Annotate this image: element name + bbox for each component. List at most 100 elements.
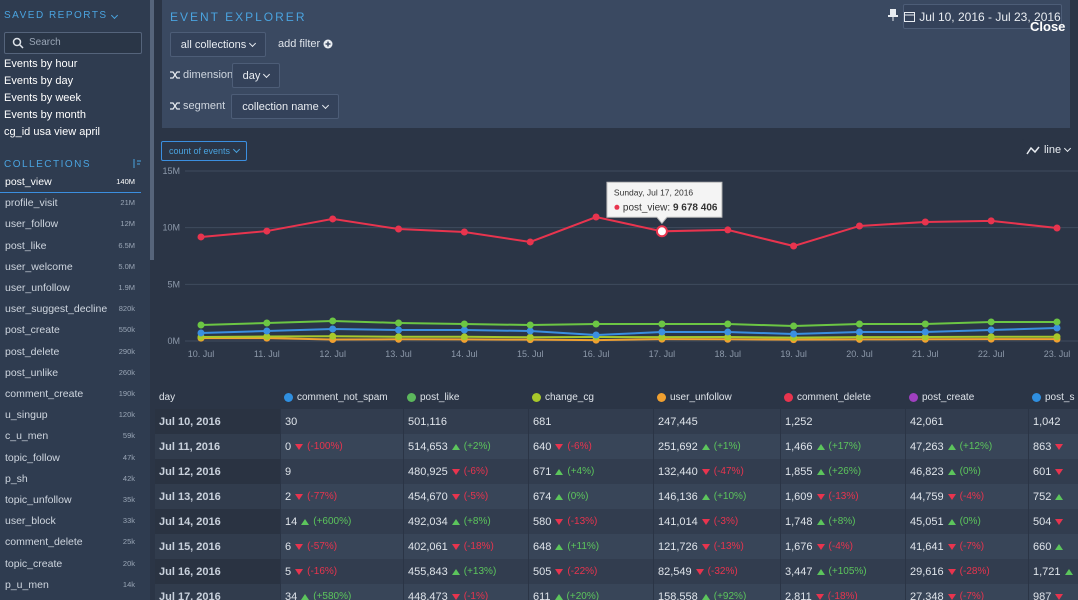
cell-change: (+26%) xyxy=(828,466,862,477)
column-header[interactable]: comment_delete xyxy=(780,386,905,409)
close-button[interactable]: Close xyxy=(1030,19,1066,34)
collection-item[interactable]: topic_follow 47k xyxy=(0,451,141,468)
date-range-button[interactable]: Jul 10, 2016 - Jul 23, 2016 xyxy=(903,4,1062,29)
column-header[interactable]: post_s xyxy=(1028,386,1078,409)
change-arrow xyxy=(815,593,824,600)
metric-select[interactable]: count of events xyxy=(161,141,247,161)
data-cell: 44,759 (-4%) xyxy=(905,484,1028,509)
day-label: Jul 16, 2016 xyxy=(159,565,221,578)
saved-report-item[interactable]: Events by month xyxy=(4,109,86,121)
collection-item[interactable]: profile_visit 21M xyxy=(0,196,141,213)
sort-icon[interactable] xyxy=(132,158,142,169)
collection-name: user_block xyxy=(5,515,56,528)
saved-report-item[interactable]: Events by day xyxy=(4,75,74,87)
change-arrow xyxy=(555,543,564,550)
change-arrow xyxy=(816,518,825,525)
collection-item[interactable]: p_u_men 14k xyxy=(0,578,141,595)
collection-item[interactable]: post_view 140M xyxy=(0,175,141,193)
column-name: comment_delete xyxy=(797,392,871,403)
cell-value: 752 xyxy=(1033,490,1052,503)
day-label: Jul 11, 2016 xyxy=(159,440,221,453)
collection-item[interactable]: topic_unfollow 35k xyxy=(0,493,141,510)
data-point xyxy=(263,319,271,327)
day-cell: Jul 16, 2016 xyxy=(155,559,280,584)
change-arrow xyxy=(554,593,563,600)
panel-title: EVENT EXPLORER xyxy=(170,10,307,24)
cell-change: (-6%) xyxy=(463,466,489,477)
change-arrow xyxy=(816,543,825,550)
collection-item[interactable]: u_singup 120k xyxy=(0,408,141,425)
change-arrow xyxy=(555,568,564,575)
cell-value: 121,726 xyxy=(658,540,698,553)
change-arrow xyxy=(701,543,710,550)
column-header[interactable]: post_create xyxy=(905,386,1028,409)
collection-item[interactable]: c_u_men 59k xyxy=(0,429,141,446)
cell-change: (+11%) xyxy=(567,541,600,552)
data-point xyxy=(855,320,863,328)
data-point xyxy=(263,327,271,335)
change-arrow xyxy=(451,593,460,600)
chevron xyxy=(110,11,118,20)
dimension-select[interactable]: day xyxy=(232,63,280,88)
change-arrow xyxy=(1064,568,1073,575)
collection-item[interactable]: post_unlike 260k xyxy=(0,366,141,383)
collection-item[interactable]: comment_create 190k xyxy=(0,387,141,404)
saved-report-item[interactable]: Events by week xyxy=(4,92,82,104)
collection-item[interactable]: post_create 550k xyxy=(0,323,141,340)
pin-icon[interactable] xyxy=(888,9,898,21)
collection-count: 190k xyxy=(118,389,135,398)
data-cell: 45,051 (0%) xyxy=(905,509,1028,534)
data-point xyxy=(987,326,995,334)
collection-item[interactable]: topic_create 20k xyxy=(0,557,141,574)
data-point xyxy=(395,333,403,341)
cell-change: (0%) xyxy=(959,466,981,477)
collection-item[interactable]: p_sh 42k xyxy=(0,472,141,489)
change-arrow xyxy=(451,568,460,575)
column-header[interactable]: user_unfollow xyxy=(653,386,780,409)
cell-change: (+2%) xyxy=(463,441,491,452)
data-cell: 1,609 (-13%) xyxy=(780,484,905,509)
add-filter[interactable]: add filter xyxy=(278,38,333,50)
collection-name: post_view xyxy=(5,176,52,188)
data-point xyxy=(526,333,534,341)
data-cell: 29,616 (-28%) xyxy=(905,559,1028,584)
collection-item[interactable]: user_welcome 5.0M xyxy=(0,260,141,277)
chart-type-select[interactable]: line xyxy=(1022,139,1074,161)
segment-value: collection name xyxy=(242,100,319,113)
cell-value: 0 xyxy=(285,440,292,453)
column-header[interactable]: post_like xyxy=(403,386,528,409)
collection-name: u_singup xyxy=(5,409,48,422)
collection-name: user_welcome xyxy=(5,260,73,273)
chevron xyxy=(321,101,329,109)
collection-name: post_like xyxy=(5,239,47,252)
column-color-dot xyxy=(407,393,416,402)
collections-filter[interactable]: all collections xyxy=(170,32,266,57)
saved-report-item[interactable]: cg_id usa view april xyxy=(4,126,100,138)
scrollbar[interactable] xyxy=(150,0,154,260)
search-box[interactable]: Search xyxy=(4,32,142,54)
collection-count: 21M xyxy=(120,198,135,208)
change-arrow xyxy=(1055,518,1064,525)
cell-value: 1,609 xyxy=(785,490,813,503)
x-tick-label: 15. Jul xyxy=(517,349,544,359)
column-header[interactable]: comment_not_spam xyxy=(280,386,403,409)
collection-item[interactable]: user_block 33k xyxy=(0,514,141,531)
segment-select[interactable]: collection name xyxy=(231,94,339,119)
collection-item[interactable]: post_like 6.5M xyxy=(0,239,141,256)
collections-filter-value: all collections xyxy=(180,38,247,51)
column-header[interactable]: day xyxy=(155,386,280,409)
collection-item[interactable]: comment_delete 25k xyxy=(0,535,141,552)
collection-item[interactable]: post_delete 290k xyxy=(0,345,141,362)
data-cell: 863 xyxy=(1028,434,1078,459)
column-name: post_create xyxy=(922,392,975,403)
collection-item[interactable]: user_unfollow 1.9M xyxy=(0,281,141,298)
cell-change: (+10%) xyxy=(713,491,747,502)
saved-reports-header[interactable]: SAVED REPORTS xyxy=(4,10,118,21)
column-header[interactable]: change_cg xyxy=(528,386,653,409)
collection-name: topic_create xyxy=(5,557,63,570)
collection-item[interactable]: user_suggest_decline 820k xyxy=(0,302,141,319)
chart: 0M 5M 10M 15M 10. Jul 11. Jul 12. Jul 13. Jul 14… xyxy=(162,166,1078,359)
cell-change: (+8%) xyxy=(463,516,491,527)
saved-report-item[interactable]: Events by hour xyxy=(4,58,78,70)
collection-item[interactable]: user_follow 12M xyxy=(0,217,141,234)
